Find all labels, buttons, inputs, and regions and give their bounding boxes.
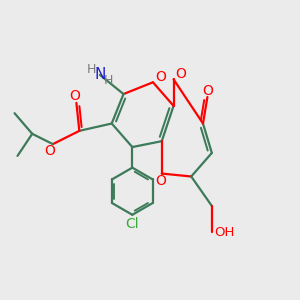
Text: OH: OH [214, 226, 234, 239]
Text: O: O [155, 174, 166, 188]
Text: O: O [44, 144, 55, 158]
Text: O: O [70, 89, 80, 103]
Text: H: H [104, 74, 113, 87]
Text: Cl: Cl [125, 217, 139, 231]
Text: O: O [202, 84, 213, 98]
Text: O: O [155, 70, 166, 84]
Text: O: O [176, 67, 186, 81]
Text: N: N [94, 68, 106, 82]
Text: H: H [87, 63, 96, 76]
